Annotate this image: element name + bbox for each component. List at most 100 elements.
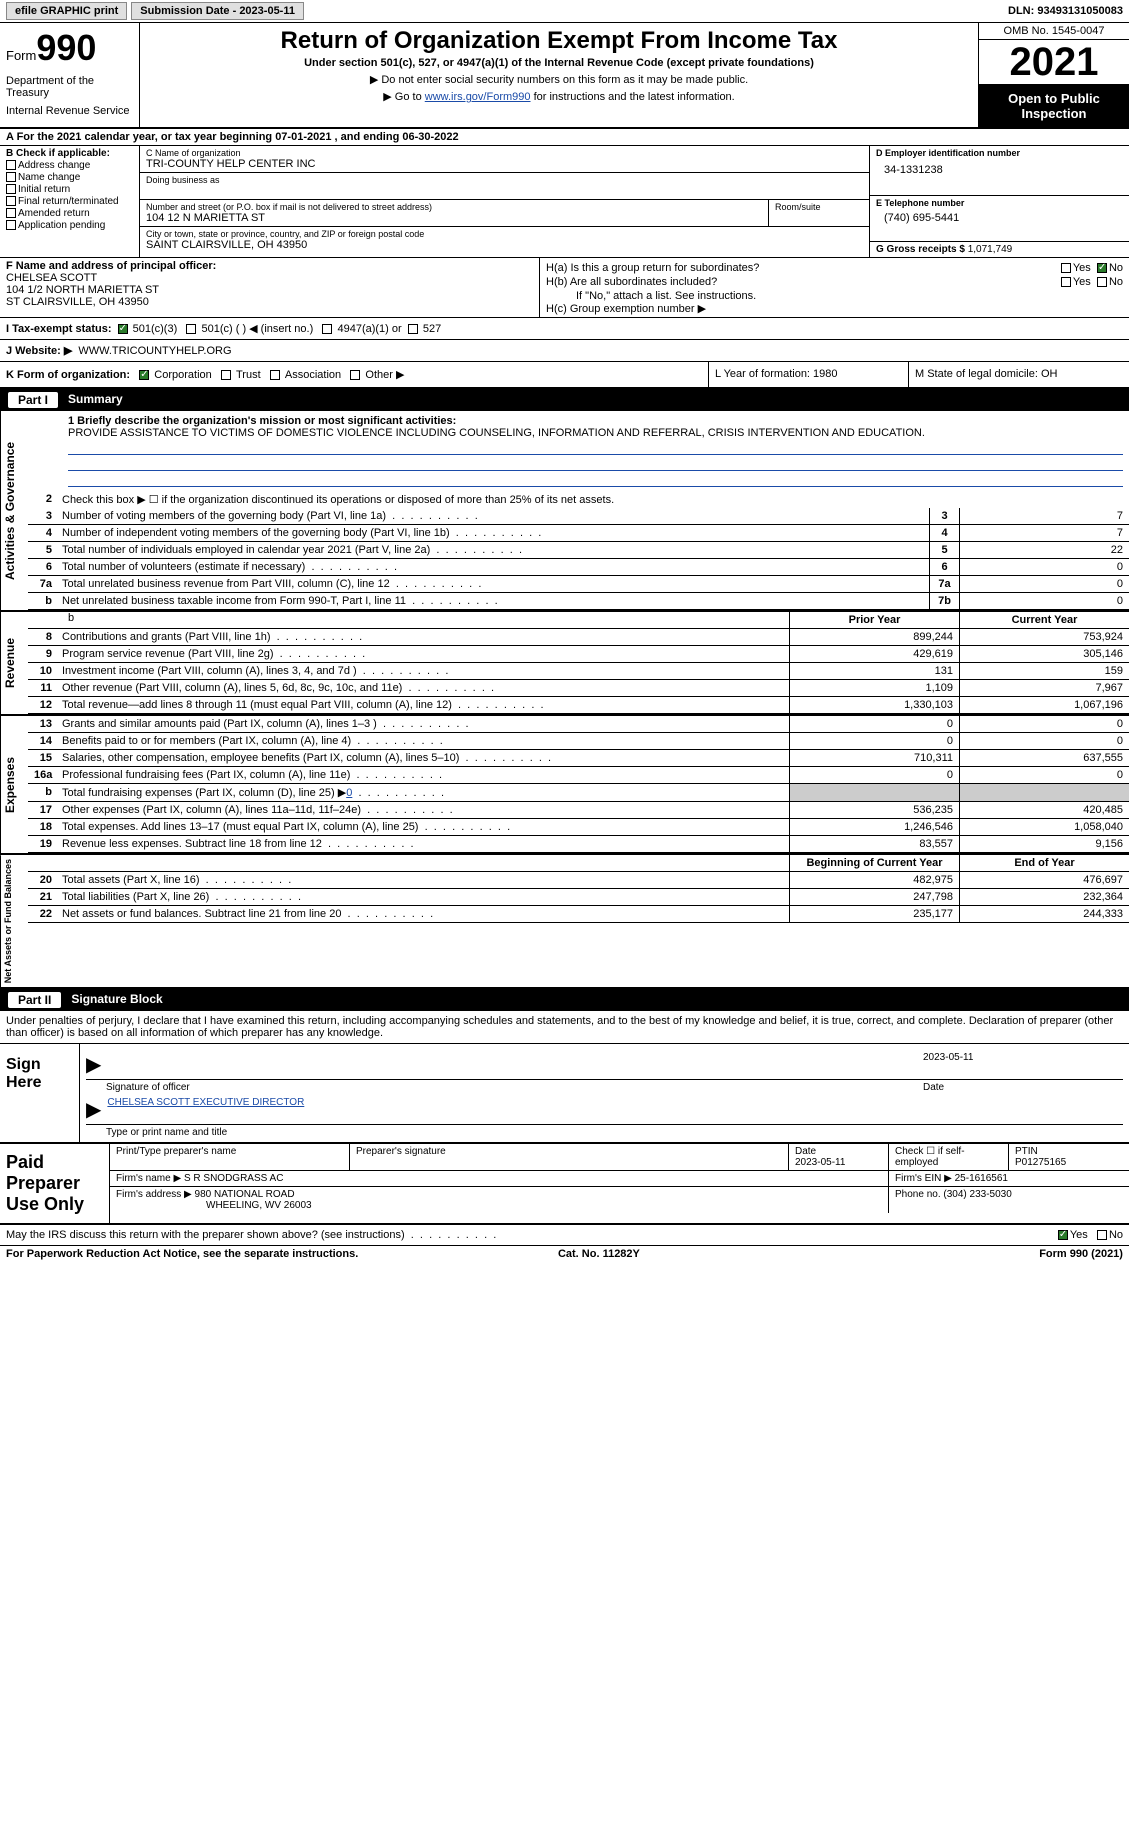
check-4947[interactable]	[322, 324, 332, 334]
cat-no: Cat. No. 11282Y	[558, 1248, 640, 1260]
line2: 2 Check this box ▶ ☐ if the organization…	[28, 491, 1129, 508]
room-cell: Room/suite	[769, 200, 869, 227]
line1-label: 1 Briefly describe the organization's mi…	[68, 415, 456, 427]
check-assoc[interactable]	[270, 370, 280, 380]
preparer-section: Paid Preparer Use Only Print/Type prepar…	[0, 1144, 1129, 1225]
summary-ag: Activities & Governance 1 Briefly descri…	[0, 411, 1129, 612]
discuss-no[interactable]	[1097, 1230, 1107, 1240]
check-address[interactable]: Address change	[6, 160, 133, 171]
preparer-fields: Print/Type preparer's name Preparer's si…	[110, 1144, 1129, 1223]
prior-year-hdr: Prior Year	[789, 612, 959, 629]
ha-row: H(a) Is this a group return for subordin…	[546, 262, 1123, 274]
sig-line-2: ▶ CHELSEA SCOTT EXECUTIVE DIRECTOR	[86, 1095, 1123, 1125]
prep-row-1: Print/Type preparer's name Preparer's si…	[110, 1144, 1129, 1171]
summary-line: 8Contributions and grants (Part VIII, li…	[28, 629, 1129, 646]
omb-number: OMB No. 1545-0047	[979, 23, 1129, 40]
hb-yes[interactable]	[1061, 277, 1071, 287]
col-d-e-g: D Employer identification number 34-1331…	[869, 146, 1129, 257]
form-number: Form990	[6, 27, 133, 69]
gross-cell: G Gross receipts $ 1,071,749	[870, 242, 1129, 257]
discuss-yes[interactable]	[1058, 1230, 1068, 1240]
summary-line: 21Total liabilities (Part X, line 26)247…	[28, 889, 1129, 906]
officer-addr2: ST CLAIRSVILLE, OH 43950	[6, 296, 149, 308]
street: 104 12 N MARIETTA ST	[146, 212, 762, 224]
header-left: Form990 Department of the Treasury Inter…	[0, 23, 140, 127]
efile-print-button[interactable]: efile GRAPHIC print	[6, 2, 127, 20]
g-label: G Gross receipts $	[876, 244, 965, 255]
begin-year-hdr: Beginning of Current Year	[789, 855, 959, 872]
check-label: B Check if applicable:	[6, 148, 110, 159]
col-h: H(a) Is this a group return for subordin…	[540, 258, 1129, 317]
officer-name: CHELSEA SCOTT	[6, 272, 97, 284]
summary-line: 16aProfessional fundraising fees (Part I…	[28, 767, 1129, 784]
org-name-cell: C Name of organization TRI-COUNTY HELP C…	[140, 146, 869, 173]
print-name-label: Print/Type preparer's name	[110, 1144, 350, 1170]
vlabel-exp: Expenses	[0, 716, 28, 853]
row-a-tax-year: A For the 2021 calendar year, or tax yea…	[0, 129, 1129, 146]
firm-addr: Firm's address ▶ 980 NATIONAL ROAD WHEEL…	[110, 1187, 889, 1213]
prep-sig-label: Preparer's signature	[350, 1144, 789, 1170]
check-501c[interactable]	[186, 324, 196, 334]
col-b-checks: B Check if applicable: Address change Na…	[0, 146, 140, 257]
officer-name-sig: CHELSEA SCOTT EXECUTIVE DIRECTOR	[107, 1097, 304, 1122]
part1-num: Part I	[8, 392, 58, 408]
check-amended[interactable]: Amended return	[6, 208, 133, 219]
summary-line: bNet unrelated business taxable income f…	[28, 593, 1129, 610]
check-pending[interactable]: Application pending	[6, 220, 133, 231]
exp-body: 13Grants and similar amounts paid (Part …	[28, 716, 1129, 853]
phone-cell: E Telephone number (740) 695-5441	[870, 196, 1129, 242]
summary-line: 11Other revenue (Part VIII, column (A), …	[28, 680, 1129, 697]
discuss-row: May the IRS discuss this return with the…	[0, 1225, 1129, 1246]
city-cell: City or town, state or province, country…	[140, 227, 869, 253]
summary-line: 3Number of voting members of the governi…	[28, 508, 1129, 525]
note-ssn: ▶ Do not enter social security numbers o…	[148, 73, 970, 86]
hb-no[interactable]	[1097, 277, 1107, 287]
firm-ein: Firm's EIN ▶ 25-1616561	[889, 1171, 1129, 1186]
sig-arrow-icon: ▶	[86, 1052, 101, 1077]
summary-line: 4Number of independent voting members of…	[28, 525, 1129, 542]
summary-line: 10Investment income (Part VIII, column (…	[28, 663, 1129, 680]
note2-pre: ▶ Go to	[383, 91, 424, 103]
rev-body: b Prior Year Current Year 8Contributions…	[28, 612, 1129, 714]
part2-title: Signature Block	[71, 992, 162, 1008]
check-initial[interactable]: Initial return	[6, 184, 133, 195]
room-label: Room/suite	[775, 202, 863, 212]
check-final[interactable]: Final return/terminated	[6, 196, 133, 207]
topbar: efile GRAPHIC print Submission Date - 20…	[0, 0, 1129, 23]
d-label: D Employer identification number	[876, 148, 1020, 158]
form-title: Return of Organization Exempt From Incom…	[148, 27, 970, 55]
discuss-text: May the IRS discuss this return with the…	[6, 1229, 405, 1241]
check-other[interactable]	[350, 370, 360, 380]
ha-no[interactable]	[1097, 263, 1107, 273]
row-klm: K Form of organization: Corporation Trus…	[0, 362, 1129, 389]
check-527[interactable]	[408, 324, 418, 334]
summary-line: 9Program service revenue (Part VIII, lin…	[28, 646, 1129, 663]
check-501c3[interactable]	[118, 324, 128, 334]
summary-line: 18Total expenses. Add lines 13–17 (must …	[28, 819, 1129, 836]
gross-receipts: 1,071,749	[968, 244, 1013, 255]
check-trust[interactable]	[221, 370, 231, 380]
city: SAINT CLAIRSVILLE, OH 43950	[146, 239, 863, 251]
check-name[interactable]: Name change	[6, 172, 133, 183]
vlabel-ag: Activities & Governance	[0, 411, 28, 610]
dba-label: Doing business as	[146, 175, 863, 185]
part2-num: Part II	[8, 992, 61, 1008]
date-label: Date	[923, 1082, 1123, 1093]
ha-yes[interactable]	[1061, 263, 1071, 273]
header-right: OMB No. 1545-0047 2021 Open to Public In…	[979, 23, 1129, 127]
current-year-hdr: Current Year	[959, 612, 1129, 629]
check-corp[interactable]	[139, 370, 149, 380]
line1: 1 Briefly describe the organization's mi…	[28, 411, 1129, 491]
section-fh: F Name and address of principal officer:…	[0, 258, 1129, 318]
summary-line: 14Benefits paid to or for members (Part …	[28, 733, 1129, 750]
form-header: Form990 Department of the Treasury Inter…	[0, 23, 1129, 129]
summary-line: 6Total number of volunteers (estimate if…	[28, 559, 1129, 576]
rev-header: b Prior Year Current Year	[28, 612, 1129, 629]
dba-cell: Doing business as	[140, 173, 869, 200]
j-label: J Website: ▶	[6, 344, 72, 357]
prep-row-2: Firm's name ▶ S R SNODGRASS AC Firm's EI…	[110, 1171, 1129, 1187]
ein-cell: D Employer identification number 34-1331…	[870, 146, 1129, 196]
section-b: B Check if applicable: Address change Na…	[0, 146, 1129, 258]
net-body: Beginning of Current Year End of Year 20…	[28, 855, 1129, 987]
irs-link[interactable]: www.irs.gov/Form990	[425, 91, 531, 103]
